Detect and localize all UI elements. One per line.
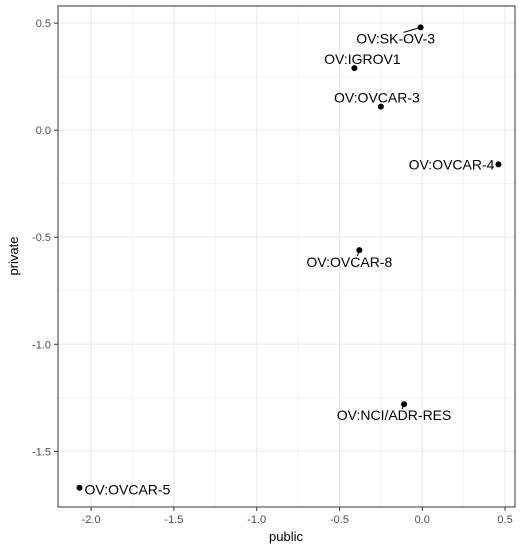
plot-panel-border [57,5,516,508]
point-label: OV:OVCAR-5 [85,482,171,498]
y-axis-ticks: 0.5 0.0 -0.5 -1.0 -1.5 [32,18,58,458]
x-tick-label: 0.0 [415,514,430,526]
point-label: OV:OVCAR-3 [334,90,420,106]
plot-panel [58,6,515,507]
data-points [76,24,502,491]
x-tick-label: -2.0 [82,514,101,526]
data-point [377,103,384,110]
x-axis-title: public [269,529,303,544]
data-point [401,401,408,408]
data-point [351,65,358,72]
data-point [495,161,502,168]
x-tick-label: -1.0 [247,514,266,526]
point-label: OV:OVCAR-8 [306,254,392,270]
x-tick-label: -0.5 [330,514,349,526]
major-gridlines [58,6,515,507]
y-tick-label: -0.5 [32,232,51,244]
y-tick-label: -1.5 [32,446,51,458]
data-point [356,247,363,254]
point-label: OV:SK-OV-3 [356,30,435,46]
x-tick-label: -1.5 [164,514,183,526]
y-tick-label: 0.5 [36,18,51,30]
x-axis-ticks: -2.0 -1.5 -1.0 -0.5 0.0 0.5 [82,507,513,526]
minor-gridlines [58,6,515,507]
point-labels: OV:SK-OV-3 OV:IGROV1 OV:OVCAR-3 OV:OVCAR-4 O… [85,30,495,497]
point-label: OV:NCI/ADR-RES [337,407,452,423]
y-axis-title: private [6,236,21,275]
x-tick-label: 0.5 [497,514,512,526]
y-tick-label: -1.0 [32,339,51,351]
point-label: OV:IGROV1 [324,51,401,67]
data-point [417,24,424,31]
data-point [76,484,83,491]
point-label: OV:OVCAR-4 [409,156,495,172]
y-tick-label: 0.0 [36,125,51,137]
